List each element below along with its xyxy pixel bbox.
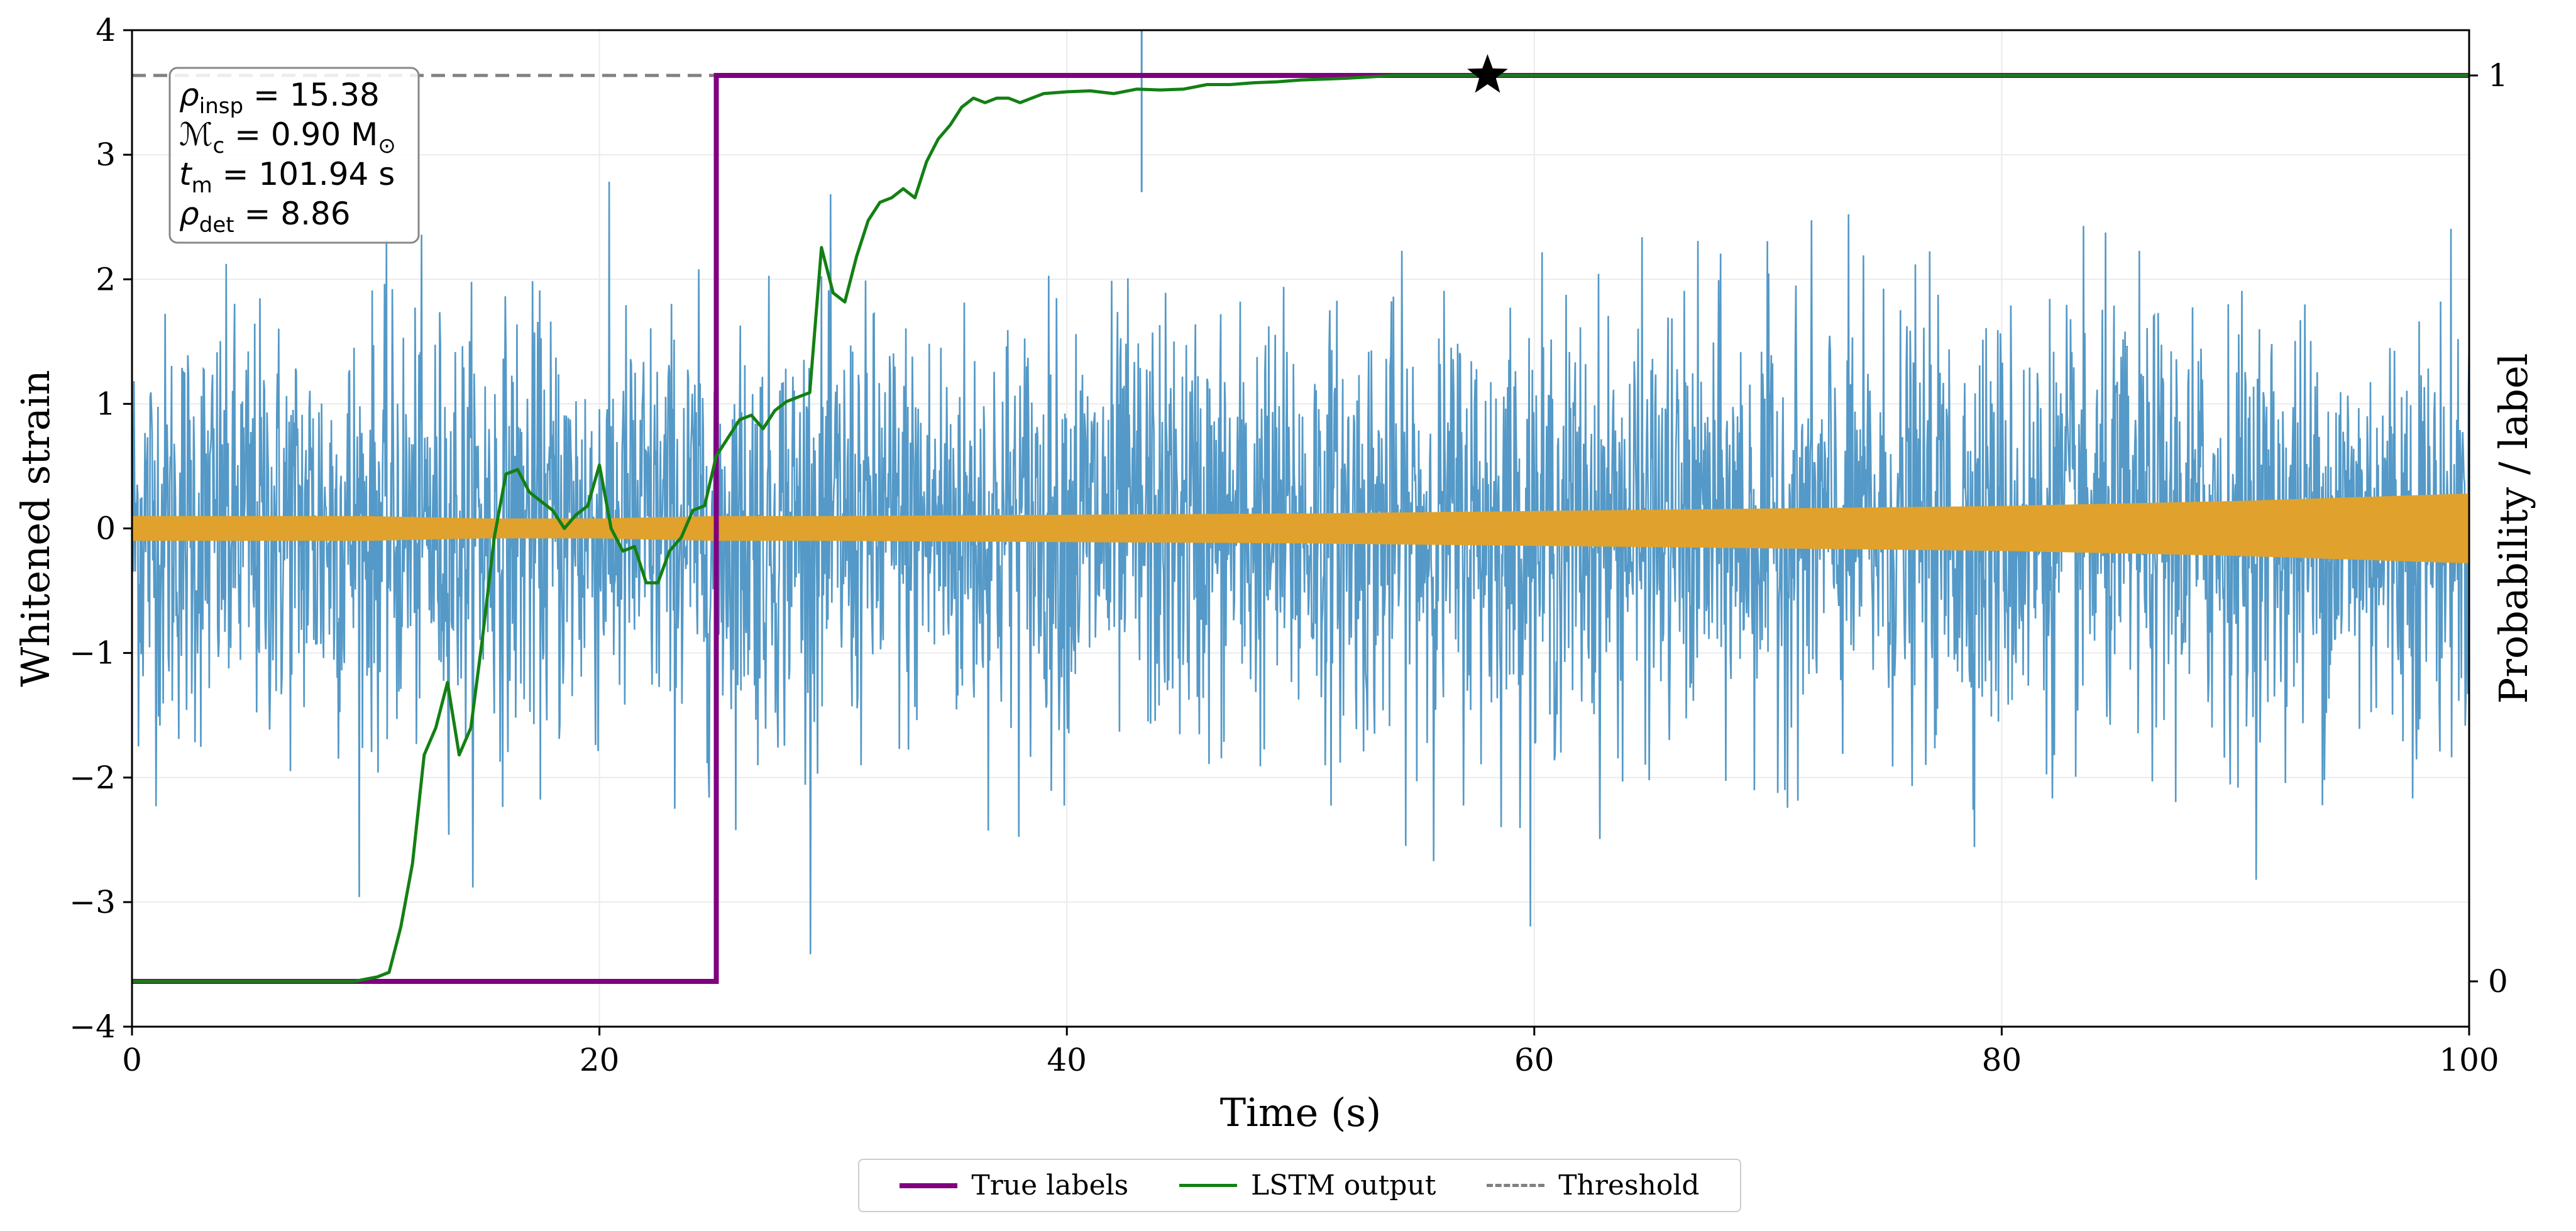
annotation-line: ℳc = 0.90 M⊙ [179,116,396,158]
x-tick-label: 20 [580,1042,620,1078]
y-tick-label: 0 [96,511,116,547]
signal-band [132,494,2469,563]
x-tick-label: 60 [1514,1042,1555,1078]
legend-item: LSTM output [1179,1169,1436,1201]
strain-line [132,181,2469,954]
x-tick-label: 0 [122,1042,142,1078]
y-tick-label: 4 [96,12,116,48]
y2-tick-label: 1 [2488,57,2508,94]
legend-swatch [900,1183,958,1188]
y2-axis-title: Probability / label [2491,353,2536,704]
legend-swatch [1179,1184,1237,1187]
legend: True labels LSTM output Threshold [858,1159,1741,1212]
legend-label: Threshold [1558,1169,1700,1201]
y2-tick-label: 0 [2488,963,2508,1000]
legend-item: True labels [900,1169,1128,1201]
legend-label: True labels [971,1169,1129,1201]
annotation-line: ρinsp = 15.38 [179,77,380,119]
annotation-line: tm = 101.94 s [179,156,395,198]
legend-swatch [1487,1184,1545,1187]
injected-signal-band [132,494,2469,563]
y-tick-label: −1 [69,635,116,671]
x-tick-label: 100 [2439,1042,2499,1078]
y-tick-label: −2 [69,759,116,796]
y-tick-label: −4 [69,1008,116,1045]
x-axis-title: Time (s) [1220,1090,1382,1135]
y-tick-label: 3 [96,136,116,173]
y-tick-label: 1 [96,385,116,422]
legend-label: LSTM output [1251,1169,1436,1201]
lstm-output-line [132,74,2469,983]
y-tick-label: 2 [96,261,116,297]
detection-star-marker [1467,54,1508,93]
x-tick-label: 80 [1982,1042,2022,1078]
y-tick-label: −3 [69,884,116,920]
probability-series [132,54,2469,984]
y-axis-title: Whitened strain [13,370,58,687]
annotation-line: ρdet = 8.86 [179,196,351,238]
legend-item: Threshold [1487,1169,1700,1201]
x-tick-label: 40 [1047,1042,1087,1078]
whitened-strain-series [132,30,2469,954]
